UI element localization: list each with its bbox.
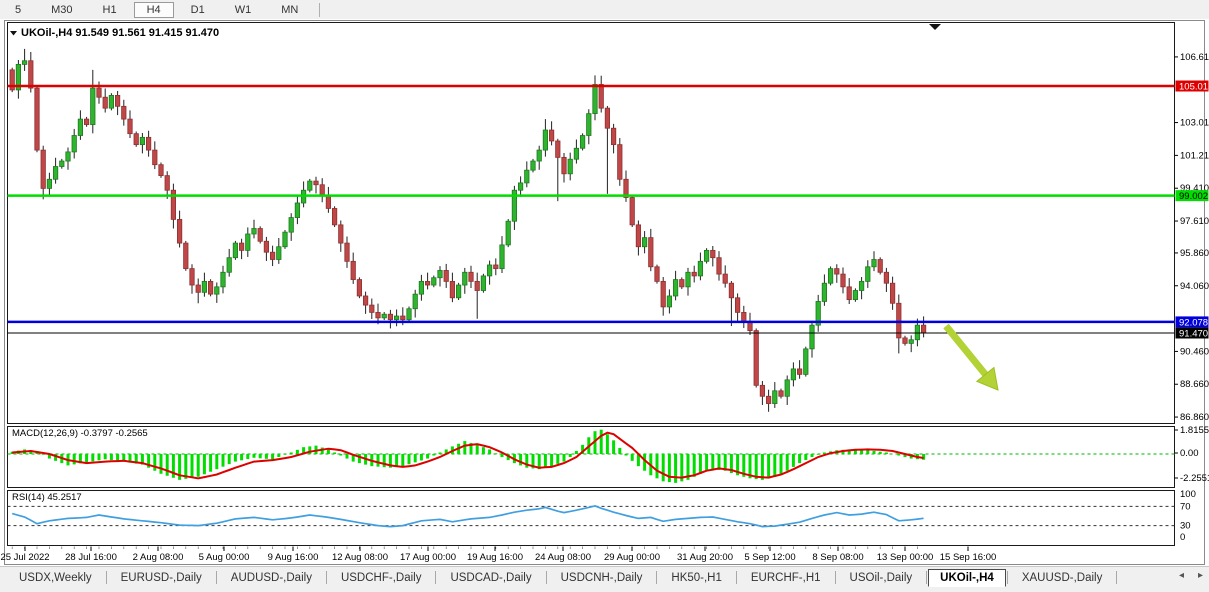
timeframe-button-w1[interactable]: W1 — [234, 3, 252, 16]
timeframe-button-h4[interactable]: H4 — [133, 1, 174, 18]
price-tick-label: 103.010 — [1180, 118, 1209, 129]
chart-menu-triangle-icon[interactable] — [10, 31, 17, 36]
symbol-tab-xauusd-daily[interactable]: XAUUSD-,Daily — [1021, 571, 1103, 584]
timeframe-button-mn[interactable]: MN — [281, 3, 299, 16]
price-tick-label: 95.860 — [1180, 248, 1209, 259]
horizontal-level-lines[interactable] — [7, 84, 1175, 334]
symbol-tab-usdcad-daily[interactable]: USDCAD-,Daily — [450, 571, 532, 584]
tab-separator — [105, 571, 107, 584]
rsi-axis-label: 100 — [1180, 489, 1196, 500]
time-tick-label: 24 Aug 08:00 — [535, 552, 591, 563]
price-tick-label: 94.060 — [1180, 281, 1209, 292]
price-level-badge — [1175, 327, 1209, 339]
macd-panel[interactable] — [7, 426, 1175, 488]
rsi-series — [7, 505, 1175, 528]
rsi-axis-label: 0 — [1180, 532, 1185, 543]
price-tick-label: 106.610 — [1180, 52, 1209, 63]
time-tick-label: 31 Aug 20:00 — [677, 552, 733, 563]
macd-label: MACD(12,26,9) -0.3797 -0.2565 — [12, 428, 148, 439]
timeframe-button-d1[interactable]: D1 — [190, 3, 205, 16]
price-level-badge — [1175, 190, 1209, 202]
chart-window[interactable]: 106.610 103.010 101.210 99.410 97.610 95.860 9… — [0, 19, 1209, 566]
macd-axis-label: 1.8155 — [1180, 425, 1209, 436]
window-bottom-strip — [0, 588, 1209, 592]
timeframe-button-m30[interactable]: M30 — [51, 3, 73, 16]
time-tick-label: 19 Aug 16:00 — [467, 552, 523, 563]
time-tick-label: 17 Aug 00:00 — [400, 552, 456, 563]
price-tick-label: 88.660 — [1180, 379, 1209, 390]
tab-scroll-right-icon[interactable]: ▸ — [1197, 570, 1203, 581]
price-tick-label: 97.610 — [1180, 216, 1209, 227]
rsi-line — [11, 505, 924, 528]
rsi-axis-label: 30 — [1180, 521, 1191, 532]
tab-separator — [325, 571, 327, 584]
price-level-badge — [1175, 80, 1209, 92]
time-tick-label: 25 Jul 2022 — [0, 552, 49, 563]
tab-separator — [656, 571, 658, 584]
time-tick-label: 5 Aug 00:00 — [199, 552, 250, 563]
time-tick-label: 12 Aug 08:00 — [332, 552, 388, 563]
arrow-shaft — [943, 323, 989, 377]
price-tick-label: 86.860 — [1180, 412, 1209, 423]
chart-canvas[interactable]: 106.610 103.010 101.210 99.410 97.610 95.860 9… — [0, 19, 1209, 566]
price-level-badge-label: 99.002 — [1179, 191, 1208, 202]
time-tick-label: 8 Sep 08:00 — [812, 552, 863, 563]
rsi-axis-label: 70 — [1180, 502, 1191, 513]
tab-separator — [215, 571, 217, 584]
macd-signal-line — [12, 431, 924, 480]
tab-separator — [1116, 571, 1118, 584]
price-panel[interactable] — [7, 22, 1175, 424]
symbol-tab-eurchf-h1[interactable]: EURCHF-,H1 — [750, 571, 821, 584]
symbol-tab-bar: USDX,Weekly EURUSD-,Daily AUDUSD-,Daily USD… — [0, 566, 1209, 588]
rsi-panel[interactable] — [7, 490, 1175, 546]
price-level-badge-label: 91.470 — [1179, 328, 1208, 339]
price-level-badge — [1175, 316, 1209, 328]
toolbar-separator — [319, 2, 321, 17]
tab-scroll-left-icon[interactable]: ◂ — [1178, 570, 1184, 581]
time-tick-label: 28 Jul 16:00 — [65, 552, 117, 563]
time-tick-label: 15 Sep 16:00 — [940, 552, 997, 563]
symbol-tab-ukoil-h4[interactable]: UKOil-,H4 — [928, 568, 1006, 587]
macd-axis-label: 0.00 — [1180, 448, 1199, 459]
symbol-tab-usdcnh-daily[interactable]: USDCNH-,Daily — [560, 571, 643, 584]
symbol-tab-usdchf-daily[interactable]: USDCHF-,Daily — [340, 571, 422, 584]
time-tick-label: 29 Aug 00:00 — [604, 552, 660, 563]
tab-separator — [834, 571, 836, 584]
trend-arrow-annotation[interactable] — [943, 323, 999, 391]
macd-series — [7, 429, 1175, 483]
time-tick-label: 9 Aug 16:00 — [268, 552, 319, 563]
time-tick-label: 2 Aug 08:00 — [133, 552, 184, 563]
symbol-tab-hk50-h1[interactable]: HK50-,H1 — [671, 571, 722, 584]
tab-separator — [735, 571, 737, 584]
chart-title: UKOil-,H4 91.549 91.561 91.415 91.470 — [21, 27, 219, 39]
arrow-head-icon — [975, 366, 999, 391]
tab-separator — [926, 571, 928, 584]
price-tick-label: 101.210 — [1180, 150, 1209, 161]
candlestick-series — [9, 48, 927, 412]
tab-separator — [545, 571, 547, 584]
price-level-badge-label: 92.078 — [1179, 317, 1208, 328]
tab-separator — [1006, 571, 1008, 584]
price-level-badge-label: 105.015 — [1179, 82, 1209, 93]
timeframe-button-5[interactable]: 5 — [15, 3, 22, 16]
timeframe-toolbar: 5 M30 H1 H4 D1 W1 MN — [0, 0, 1209, 20]
symbol-tab-eurusd-daily[interactable]: EURUSD-,Daily — [120, 571, 202, 584]
timeframe-button-h1[interactable]: H1 — [102, 3, 117, 16]
tab-scroll-arrows: ◂ ▸ — [1179, 570, 1203, 581]
price-tick-label: 90.460 — [1180, 346, 1209, 357]
time-tick-label: 13 Sep 00:00 — [877, 552, 934, 563]
tab-separator — [435, 571, 437, 584]
symbol-tab-usoil-daily[interactable]: USOil-,Daily — [849, 571, 913, 584]
price-tick-label: 99.410 — [1180, 183, 1209, 194]
symbol-tab-audusd-daily[interactable]: AUDUSD-,Daily — [230, 571, 312, 584]
chart-shift-marker-icon[interactable] — [929, 24, 941, 30]
rsi-label: RSI(14) 45.2517 — [12, 492, 82, 503]
price-scale[interactable]: 106.610 103.010 101.210 99.410 97.610 95.860 9… — [1174, 52, 1209, 543]
symbol-tab-usdx-weekly[interactable]: USDX,Weekly — [19, 571, 92, 584]
time-tick-label: 5 Sep 12:00 — [744, 552, 795, 563]
time-scale[interactable]: 25 Jul 2022 28 Jul 16:00 2 Aug 08:00 5 Aug … — [0, 546, 997, 564]
